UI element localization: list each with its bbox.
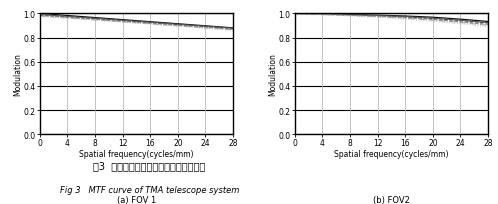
X-axis label: Spatial frequency(cycles/mm): Spatial frequency(cycles/mm) (334, 149, 449, 158)
Text: 图3  离轴三反望远系统调制传递函数曲线: 图3 离轴三反望远系统调制传递函数曲线 (93, 160, 206, 170)
Text: Fig 3   MTF curve of TMA telescope system: Fig 3 MTF curve of TMA telescope system (60, 185, 239, 194)
X-axis label: Spatial frequency(cycles/mm): Spatial frequency(cycles/mm) (79, 149, 194, 158)
Y-axis label: Modulation: Modulation (13, 53, 22, 96)
Y-axis label: Modulation: Modulation (268, 53, 277, 96)
Title: (a) FOV 1: (a) FOV 1 (117, 195, 156, 204)
Title: (b) FOV2: (b) FOV2 (373, 195, 410, 204)
